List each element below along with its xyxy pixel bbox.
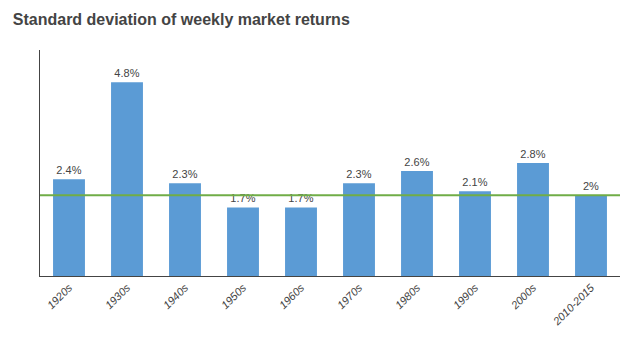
svg-text:1.7%: 1.7% (288, 192, 313, 204)
svg-text:2010-2015: 2010-2015 (550, 281, 597, 328)
svg-text:2.1%: 2.1% (462, 176, 487, 188)
svg-text:2%: 2% (583, 180, 599, 192)
svg-text:1930s: 1930s (103, 281, 133, 311)
svg-text:1940s: 1940s (161, 281, 191, 311)
svg-text:1990s: 1990s (451, 281, 481, 311)
svg-text:1.7%: 1.7% (230, 192, 255, 204)
svg-text:4.8%: 4.8% (114, 67, 139, 79)
svg-text:2.3%: 2.3% (346, 168, 371, 180)
svg-text:1970s: 1970s (335, 281, 365, 311)
svg-text:1980s: 1980s (393, 281, 423, 311)
svg-text:1960s: 1960s (277, 281, 307, 311)
svg-text:2.4%: 2.4% (56, 164, 81, 176)
svg-text:Standard deviation of weekly m: Standard deviation of weekly market retu… (13, 11, 350, 28)
svg-text:1920s: 1920s (45, 281, 75, 311)
svg-text:2.3%: 2.3% (172, 168, 197, 180)
svg-text:2000s: 2000s (508, 281, 539, 312)
svg-text:1950s: 1950s (219, 281, 249, 311)
svg-text:2.8%: 2.8% (520, 148, 545, 160)
svg-text:2.6%: 2.6% (404, 156, 429, 168)
